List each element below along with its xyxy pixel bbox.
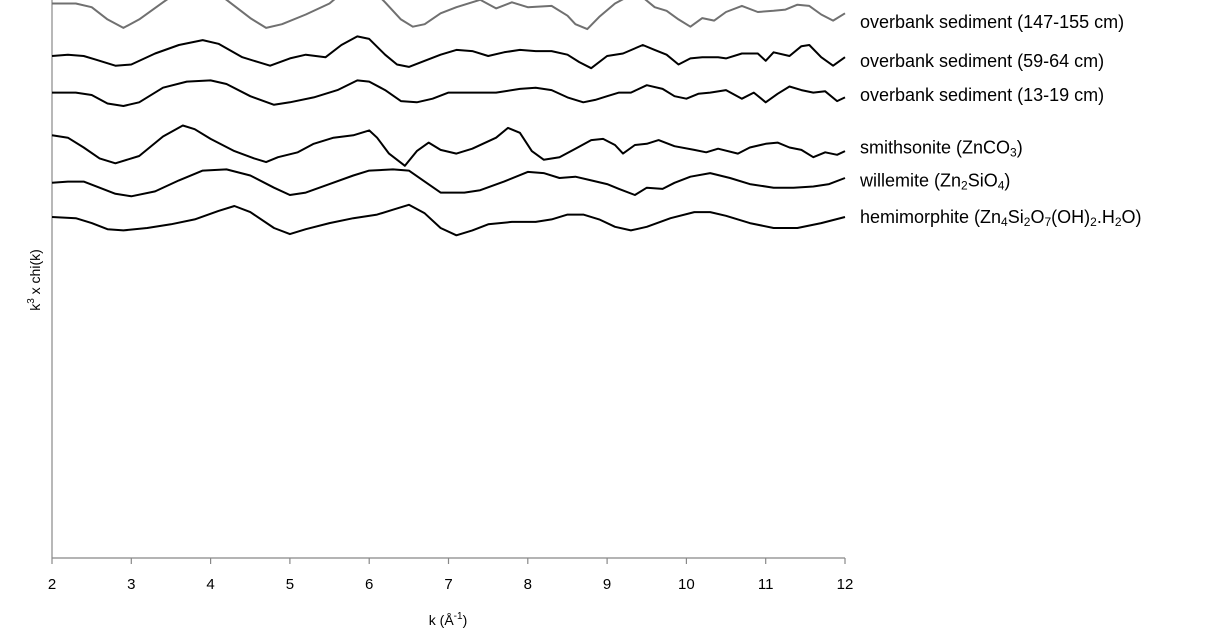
series-line-2 (52, 79, 846, 107)
series-label-0: overbank sediment (147-155 cm) (860, 12, 1124, 32)
axes (51, 0, 845, 559)
x-tick-label-2: 2 (48, 576, 56, 593)
x-tick-label-6: 6 (365, 576, 373, 593)
series-label-1: overbank sediment (59-64 cm) (860, 51, 1104, 71)
series-label-3: smithsonite (ZnCO3) (860, 137, 1023, 159)
series-line-3 (51, 124, 846, 167)
x-tick-label-8: 8 (524, 576, 532, 593)
series-labels: overbank sediment (147-155 cm) overbank s… (859, 12, 1142, 229)
series-line-1 (51, 35, 846, 70)
x-tick-label-7: 7 (444, 576, 452, 593)
series-line-4 (51, 168, 846, 198)
x-axis-title: k (Å-1) (429, 611, 467, 628)
y-axis-title: k3 x chi(k) (26, 249, 43, 311)
x-tick-label-11: 11 (758, 576, 774, 593)
x-tick-label-12: 12 (837, 576, 854, 593)
series-label-2: overbank sediment (13-19 cm) (860, 85, 1104, 105)
x-ticks: 2 3 4 5 6 7 8 9 10 11 12 (48, 558, 854, 593)
series-lines (51, 0, 846, 237)
x-tick-label-10: 10 (678, 576, 695, 593)
x-tick-label-9: 9 (603, 576, 611, 593)
x-tick-label-3: 3 (127, 576, 135, 593)
x-tick-label-5: 5 (286, 576, 294, 593)
series-label-4: willemite (Zn2SiO4) (859, 170, 1010, 192)
series-line-0 (52, 0, 846, 31)
x-tick-label-4: 4 (206, 576, 214, 593)
series-line-5 (51, 203, 846, 237)
series-label-5: hemimorphite (Zn4Si2O7(OH)2.H2O) (860, 207, 1142, 229)
